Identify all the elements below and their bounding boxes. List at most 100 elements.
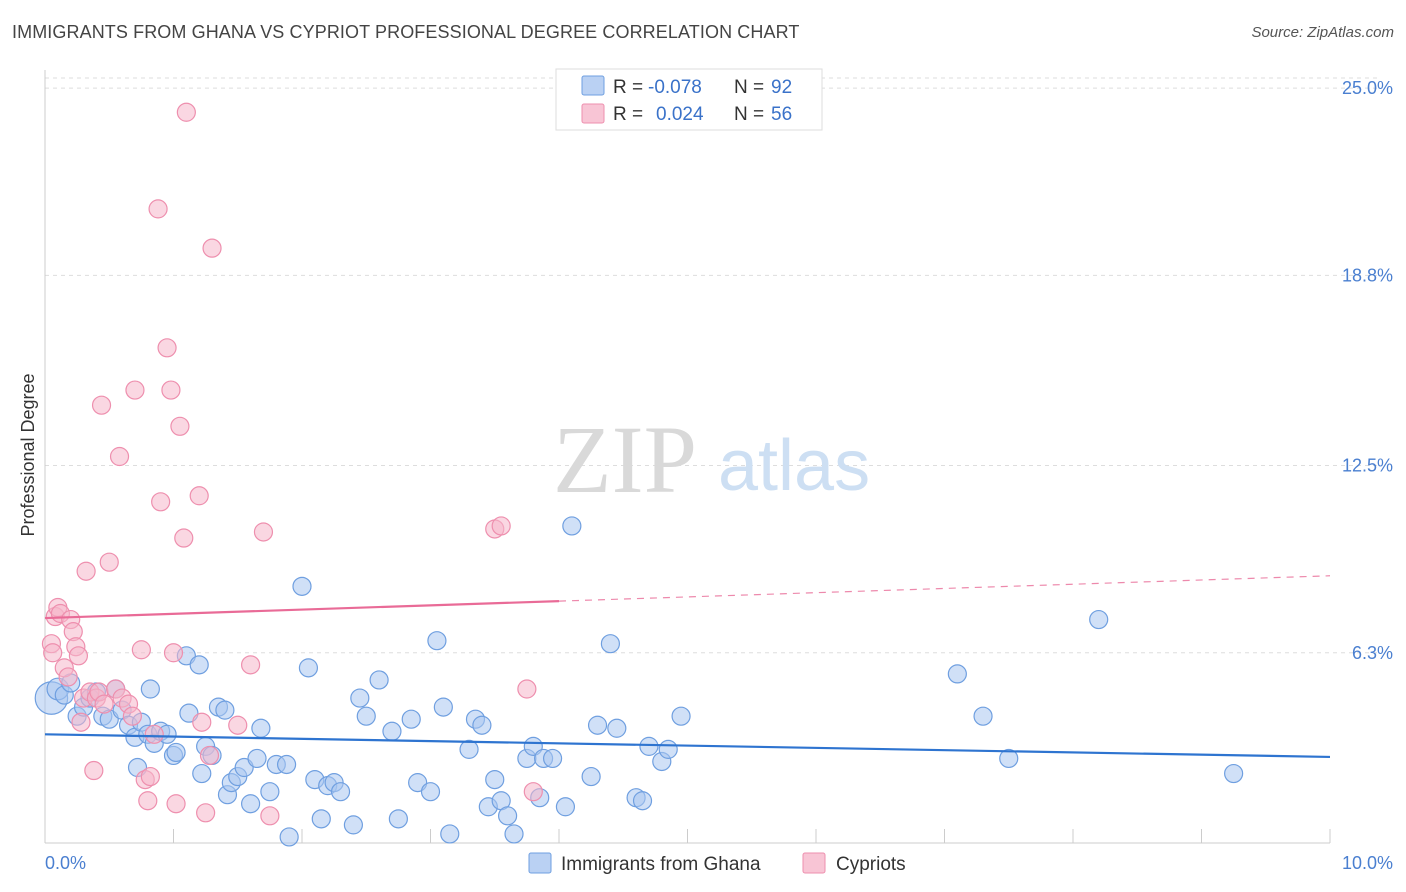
y-tick-labels: 6.3% 12.5% 18.8% 25.0%	[1342, 78, 1393, 663]
point-cypriots-15	[84, 760, 104, 781]
bottom-legend-label-ghana: Immigrants from Ghana	[561, 854, 761, 875]
point-ghana-25	[189, 655, 209, 675]
point-ghana-87	[973, 706, 993, 726]
point-ghana-41	[276, 754, 297, 775]
point-ghana-55	[401, 709, 421, 729]
point-cypriots-29	[138, 791, 158, 811]
legend-n-label-cypriots: N =	[734, 104, 764, 125]
point-ghana-79	[607, 718, 627, 738]
legend-swatch-ghana	[581, 75, 605, 96]
y-tick-label-0: 6.3%	[1352, 643, 1393, 663]
legend-n-label-ghana: N =	[734, 77, 764, 98]
point-ghana-30	[215, 700, 235, 720]
point-ghana-48	[330, 782, 351, 802]
point-ghana-52	[369, 670, 389, 690]
point-cypriots-26	[125, 380, 145, 400]
point-ghana-36	[247, 748, 267, 769]
point-ghana-77	[587, 715, 608, 735]
point-ghana-68	[504, 824, 524, 844]
point-cypriots-48	[253, 522, 274, 542]
point-cypriots-22	[109, 446, 130, 467]
source-label: Source: ZipAtlas.com	[1251, 24, 1394, 41]
point-ghana-90	[1224, 763, 1244, 784]
legend-r-value-ghana: -0.078	[648, 77, 702, 98]
point-ghana-57	[420, 782, 441, 802]
bottom-legend-label-cypriots: Cypriots	[836, 854, 906, 875]
point-cypriots-1	[43, 643, 63, 663]
point-ghana-78	[600, 634, 621, 654]
point-ghana-59	[433, 697, 453, 717]
trend-line-dashed-cypriots	[558, 575, 1331, 602]
point-cypriots-18	[91, 395, 112, 415]
point-ghana-49	[343, 815, 363, 835]
point-ghana-42	[292, 576, 312, 596]
point-cypriots-6	[58, 667, 78, 687]
y-axis-title: Professional Degree	[18, 373, 38, 536]
point-ghana-73	[542, 748, 563, 769]
bottom-legend: Immigrants from Ghana Cypriots	[528, 852, 906, 875]
watermark: ZIP atlas	[553, 406, 870, 513]
point-ghana-86	[947, 664, 967, 684]
point-cypriots-41	[189, 486, 209, 506]
point-ghana-65	[485, 769, 505, 790]
bottom-legend-swatch-ghana	[528, 852, 552, 874]
y-tick-label-3: 25.0%	[1342, 78, 1393, 98]
point-cypriots-35	[161, 380, 181, 400]
point-ghana-75	[562, 516, 582, 536]
point-cypriots-46	[228, 715, 248, 735]
point-cypriots-38	[170, 416, 190, 436]
point-ghana-74	[555, 797, 576, 817]
point-cypriots-45	[202, 238, 222, 258]
point-ghana-22	[166, 742, 186, 763]
watermark-atlas: atlas	[718, 426, 870, 506]
point-ghana-53	[382, 721, 402, 741]
point-cypriots-53	[523, 782, 543, 802]
point-cypriots-27	[131, 640, 151, 660]
point-cypriots-39	[174, 528, 194, 548]
axes	[44, 70, 1331, 844]
point-cypriots-51	[491, 516, 511, 536]
y-tick-label-1: 12.5%	[1342, 456, 1393, 476]
legend-swatch-cypriots	[581, 103, 605, 124]
point-ghana-43	[298, 658, 319, 678]
x-tick-labels: 0.0% 10.0%	[45, 853, 1393, 873]
point-cypriots-32	[148, 199, 168, 219]
trend-line-cypriots	[44, 600, 560, 620]
legend-r-label-cypriots: R =	[613, 104, 643, 125]
point-cypriots-40	[176, 102, 196, 122]
data-points	[34, 102, 1244, 847]
point-cypriots-31	[144, 724, 164, 744]
point-cypriots-11	[71, 712, 91, 732]
legend-r-label-ghana: R =	[613, 77, 643, 98]
point-cypriots-10	[68, 646, 89, 666]
point-cypriots-47	[241, 655, 261, 675]
x-tick-label-0: 0.0%	[45, 853, 86, 873]
watermark-zip: ZIP	[553, 406, 697, 513]
point-cypriots-19	[94, 694, 114, 714]
legend-r-value-cypriots: 0.024	[656, 104, 704, 125]
point-cypriots-49	[260, 806, 280, 826]
chart-title: IMMIGRANTS FROM GHANA VS CYPRIOT PROFESS…	[12, 22, 800, 42]
x-tick-label-1: 10.0%	[1342, 853, 1393, 873]
point-ghana-38	[260, 782, 280, 802]
point-ghana-58	[427, 631, 447, 651]
trend-lines	[44, 575, 1331, 759]
point-ghana-84	[658, 739, 678, 759]
stats-legend: R = -0.078 N = 92 R = 0.024 N = 56	[555, 68, 823, 131]
point-ghana-63	[472, 715, 492, 735]
point-ghana-35	[241, 794, 261, 814]
point-cypriots-25	[122, 706, 142, 726]
bottom-legend-swatch-cypriots	[802, 852, 826, 874]
point-ghana-88	[999, 748, 1019, 769]
point-ghana-37	[251, 718, 271, 738]
point-cypriots-52	[517, 679, 537, 699]
point-cypriots-42	[192, 712, 212, 732]
point-ghana-67	[498, 806, 518, 826]
point-ghana-82	[639, 736, 659, 756]
y-tick-label-2: 18.8%	[1342, 265, 1393, 285]
point-ghana-40	[279, 827, 299, 847]
legend-n-value-ghana: 92	[771, 77, 792, 98]
point-ghana-81	[632, 791, 653, 811]
point-cypriots-34	[157, 338, 177, 358]
